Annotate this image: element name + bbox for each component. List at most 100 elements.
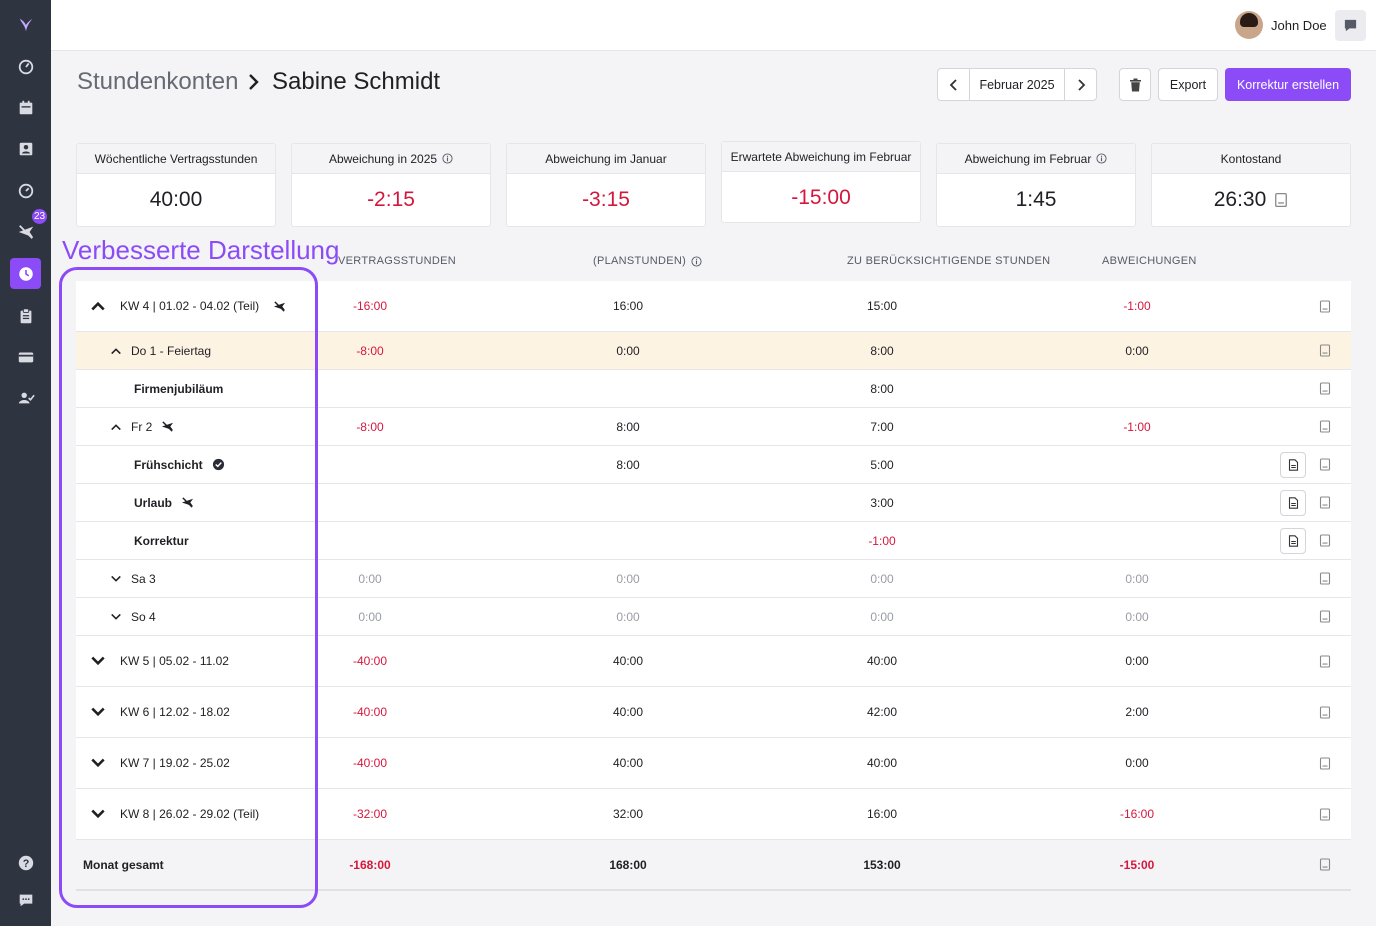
row-label: Fr 2	[131, 419, 153, 434]
abweichungen-cell-value: 0:00	[1125, 756, 1149, 770]
row-label: KW 8 | 26.02 - 29.02 (Teil)	[120, 807, 260, 821]
expand-toggle[interactable]	[90, 755, 106, 771]
zu-beruecksichtigende-stunden-cell-value: 8:00	[870, 343, 894, 358]
planstunden-cell-value: 8:00	[616, 457, 640, 472]
day-row[interactable]: So 4 0:00 0:00 0:00 0:00	[76, 598, 1351, 636]
info-icon[interactable]	[442, 153, 453, 164]
zu-beruecksichtigende-stunden-cell-value: 42:00	[866, 705, 898, 719]
view-attachment-button[interactable]	[1280, 490, 1306, 516]
view-attachment-button[interactable]	[1280, 528, 1306, 554]
chevron-down-icon	[91, 707, 105, 717]
expand-toggle[interactable]	[90, 704, 106, 720]
row-document-cell[interactable]	[1319, 738, 1331, 788]
user-name[interactable]: John Doe	[1271, 18, 1327, 33]
chevron-down-icon	[91, 758, 105, 768]
stat-card-label-text: Wöchentliche Vertragsstunden	[94, 151, 258, 166]
week-row[interactable]: KW 7 | 19.02 - 25.02 -40:00 40:00 40:00 0:00	[76, 738, 1351, 789]
row-document-cell[interactable]	[1319, 840, 1331, 889]
calendar-icon[interactable]	[10, 92, 41, 123]
zu-beruecksichtigende-stunden-cell: 0:00	[822, 598, 942, 635]
breadcrumb-parent[interactable]: Stundenkonten	[77, 68, 239, 95]
day-row[interactable]: Do 1 - Feiertag -8:00 0:00 8:00 0:00	[76, 332, 1351, 370]
collapse-toggle[interactable]	[110, 421, 122, 433]
zu-beruecksichtigende-stunden-cell: 40:00	[822, 738, 942, 788]
stat-card: Abweichung im Februar 1:45	[936, 143, 1136, 227]
row-document-cell[interactable]	[1319, 484, 1331, 521]
previous-month-button[interactable]	[938, 69, 969, 100]
abweichungen-cell: 0:00	[1077, 332, 1197, 369]
row-label-cell: KW 7 | 19.02 - 25.02	[90, 738, 230, 788]
clock-icon[interactable]	[10, 258, 41, 289]
vertragsstunden-cell-value: -40:00	[352, 654, 388, 668]
messages-button[interactable]	[1335, 10, 1366, 41]
week-row[interactable]: KW 5 | 05.02 - 11.02 -40:00 40:00 40:00 0:00	[76, 636, 1351, 687]
chevron-down-icon	[91, 809, 105, 819]
vertragsstunden-cell-value: -40:00	[352, 756, 388, 770]
help-icon[interactable]: ?	[10, 847, 41, 878]
planstunden-cell-value: 0:00	[616, 571, 640, 586]
row-label-cell: Frühschicht	[134, 446, 225, 483]
chat-icon[interactable]	[10, 884, 41, 915]
day-row[interactable]: Fr 2 -8:00 8:00 7:00 -1:00	[76, 408, 1351, 446]
row-document-cell[interactable]	[1319, 332, 1331, 369]
document-icon	[1319, 420, 1331, 433]
info-icon[interactable]	[691, 255, 702, 267]
document-icon	[1319, 858, 1331, 871]
expand-toggle[interactable]	[110, 573, 122, 585]
avatar[interactable]	[1235, 11, 1263, 39]
column-header-planstunden-label: (PLANSTUNDEN)	[593, 255, 687, 267]
row-document-cell[interactable]	[1319, 408, 1331, 445]
credit-card-icon[interactable]	[10, 341, 41, 372]
row-label-cell: KW 5 | 05.02 - 11.02	[90, 636, 229, 686]
row-label: Firmenjubiläum	[134, 381, 224, 396]
row-document-cell[interactable]	[1319, 446, 1331, 483]
stat-card-label-text: Kontostand	[1220, 151, 1282, 166]
logo-icon[interactable]	[10, 9, 41, 40]
row-document-cell[interactable]	[1319, 522, 1331, 559]
collapse-toggle[interactable]	[90, 298, 106, 314]
airplane-absence-icon[interactable]	[10, 216, 41, 247]
file-attachment-icon	[1288, 535, 1298, 547]
abweichungen-cell: 0:00	[1077, 636, 1197, 686]
delete-button[interactable]	[1119, 68, 1151, 101]
expand-toggle[interactable]	[110, 611, 122, 623]
row-document-cell[interactable]	[1319, 598, 1331, 635]
create-correction-button[interactable]: Korrektur erstellen	[1225, 68, 1351, 101]
row-document-cell[interactable]	[1319, 370, 1331, 407]
collapse-toggle[interactable]	[110, 345, 122, 357]
row-document-cell[interactable]	[1319, 560, 1331, 597]
dashboard-gauge-icon[interactable]	[10, 51, 41, 82]
vertragsstunden-cell: -8:00	[310, 332, 430, 369]
table-header: VERTRAGSSTUNDEN (PLANSTUNDEN) ZU BERÜCKS…	[76, 241, 1351, 281]
row-document-cell[interactable]	[1319, 636, 1331, 686]
hours-table: VERTRAGSSTUNDEN (PLANSTUNDEN) ZU BERÜCKS…	[76, 241, 1351, 891]
zu-beruecksichtigende-stunden-cell-value: 3:00	[870, 495, 894, 510]
export-button[interactable]: Export	[1158, 68, 1218, 101]
vertragsstunden-cell	[310, 522, 430, 559]
abweichungen-cell-value: -15:00	[1119, 857, 1155, 872]
info-icon[interactable]	[1096, 153, 1107, 164]
stat-card-value-text: 1:45	[1015, 188, 1057, 211]
chevron-right-icon	[1077, 78, 1085, 91]
day-row[interactable]: Sa 3 0:00 0:00 0:00 0:00	[76, 560, 1351, 598]
next-month-button[interactable]	[1065, 69, 1096, 100]
week-row[interactable]: KW 4 | 01.02 - 04.02 (Teil) -16:00 16:00 15…	[76, 281, 1351, 332]
clipboard-icon[interactable]	[10, 300, 41, 331]
expand-toggle[interactable]	[90, 653, 106, 669]
view-attachment-button[interactable]	[1280, 452, 1306, 478]
expand-toggle[interactable]	[90, 806, 106, 822]
document-icon[interactable]	[1274, 192, 1288, 208]
week-row[interactable]: KW 8 | 26.02 - 29.02 (Teil) -32:00 32:00 16…	[76, 789, 1351, 840]
week-row[interactable]: KW 6 | 12.02 - 18.02 -40:00 40:00 42:00 2:00	[76, 687, 1351, 738]
row-document-cell[interactable]	[1319, 281, 1331, 331]
user-check-icon[interactable]	[10, 382, 41, 413]
contact-card-icon[interactable]	[10, 133, 41, 164]
month-label[interactable]: Februar 2025	[969, 69, 1065, 100]
gauge-icon[interactable]	[10, 175, 41, 206]
row-document-cell[interactable]	[1319, 687, 1331, 737]
stat-card-label-text: Abweichung im Februar	[964, 151, 1092, 166]
abweichungen-cell: 0:00	[1077, 598, 1197, 635]
stat-card-label: Kontostand	[1152, 144, 1350, 174]
document-icon	[1319, 654, 1331, 668]
row-document-cell[interactable]	[1319, 789, 1331, 839]
